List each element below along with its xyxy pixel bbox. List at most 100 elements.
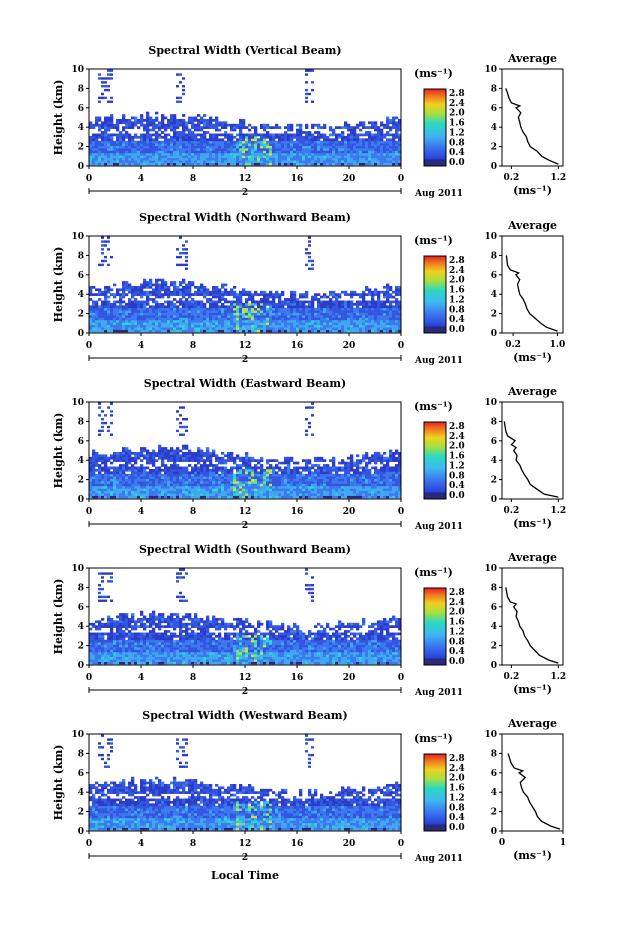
heatmap-cell [320,148,324,151]
heatmap-cell [284,162,288,166]
heatmap-cell [194,123,198,127]
heatmap-cell [341,145,345,149]
heatmap-cell [320,327,324,330]
heatmap-cell [308,148,312,151]
heatmap-cell [341,131,345,134]
heatmap-cell [371,300,375,304]
heatmap-cell [257,140,261,144]
heatmap-cell [143,293,147,296]
heatmap-cell [122,485,126,489]
heatmap-cell [383,157,387,161]
heatmap-cell [179,488,183,492]
heatmap-cell [323,155,327,159]
heatmap-cell [242,305,246,309]
heatmap-cell [89,319,93,323]
heatmap-cell [266,162,270,166]
heatmap-cell [245,138,249,142]
heatmap-cell [317,302,321,306]
heatmap-cell [143,118,147,122]
heatmap-cell [245,478,249,482]
heatmap-cell [350,133,354,137]
heatmap-cell [383,123,387,127]
heatmap-cell [185,329,189,333]
heatmap-cell [98,433,101,436]
heatmap-cell [146,285,150,289]
heatmap-cell [185,298,189,301]
heatmap-cell [143,152,147,156]
heatmap-cell [140,310,144,313]
heatmap-cell [128,478,132,482]
heatmap-cell [278,319,282,323]
heatmap-cell [215,293,219,296]
heatmap-cell [269,319,273,323]
heatmap-cell [314,150,318,154]
heatmap-cell [182,425,185,429]
heatmap-cell [188,478,192,482]
heatmap-cell [113,310,117,313]
heatmap-cell [149,322,153,326]
heatmap-cell [203,123,207,127]
heatmap-cell [260,312,264,316]
heatmap-cell [155,290,159,294]
heatmap-cell [305,138,309,142]
heatmap-cell [149,128,153,132]
heatmap-cell [146,466,150,470]
heatmap-cell [107,135,111,139]
heatmap-cell [182,302,186,306]
heatmap-cell [203,160,207,163]
heatmap-cell [152,150,156,154]
heatmap-cell [296,488,300,492]
heatmap-cell [284,319,288,323]
heatmap-cell [386,327,390,330]
heatmap-cell [341,302,345,306]
heatmap-cell [224,155,228,159]
heatmap-cell [314,481,318,484]
heatmap-cell [173,459,177,462]
heatmap-cell [218,145,222,149]
heatmap-cell [188,451,192,455]
heatmap-cell [215,485,219,489]
heatmap-cell [128,126,132,129]
heatmap-cell [101,263,104,267]
heatmap-cell [143,490,147,494]
heatmap-cell [380,155,384,159]
heatmap-cell [194,495,198,499]
heatmap-cell [116,121,120,125]
heatmap-cell [122,160,126,163]
heatmap-cell [98,73,101,76]
heatmap-cell [218,322,222,326]
heatmap-cell [308,406,311,409]
heatmap-cell [290,478,294,482]
heatmap-cell [260,481,264,484]
heatmap-cell [296,150,300,154]
heatmap-cell [263,495,267,499]
heatmap-cell [296,461,300,465]
heatmap-cell [176,410,179,413]
heatmap-cell [242,310,246,313]
heatmap-cell [260,307,264,311]
heatmap-cell [377,290,381,294]
heatmap-cell [188,471,192,475]
heatmap-cell [266,461,270,465]
heatmap-cell [353,162,357,166]
heatmap-cell [212,322,216,326]
heatmap-cell [182,433,185,436]
heatmap-cell [272,466,276,470]
heatmap-cell [299,138,303,142]
heatmap-cell [236,488,240,492]
heatmap-cell [98,464,102,467]
heatmap-cell [95,485,99,489]
heatmap-cell [134,312,138,316]
heatmap-cell [137,312,141,316]
heatmap-cell [398,133,402,137]
heatmap-cell [332,162,336,166]
heatmap-cell [257,143,261,146]
heatmap-cell [236,138,240,142]
heatmap-cell [176,100,179,103]
heatmap-cell [248,485,252,489]
heatmap-cell [242,456,246,460]
heatmap-cell [104,255,107,259]
heatmap-cell [296,471,300,475]
heatmap-cell [377,128,381,132]
heatmap-cell [185,454,189,458]
